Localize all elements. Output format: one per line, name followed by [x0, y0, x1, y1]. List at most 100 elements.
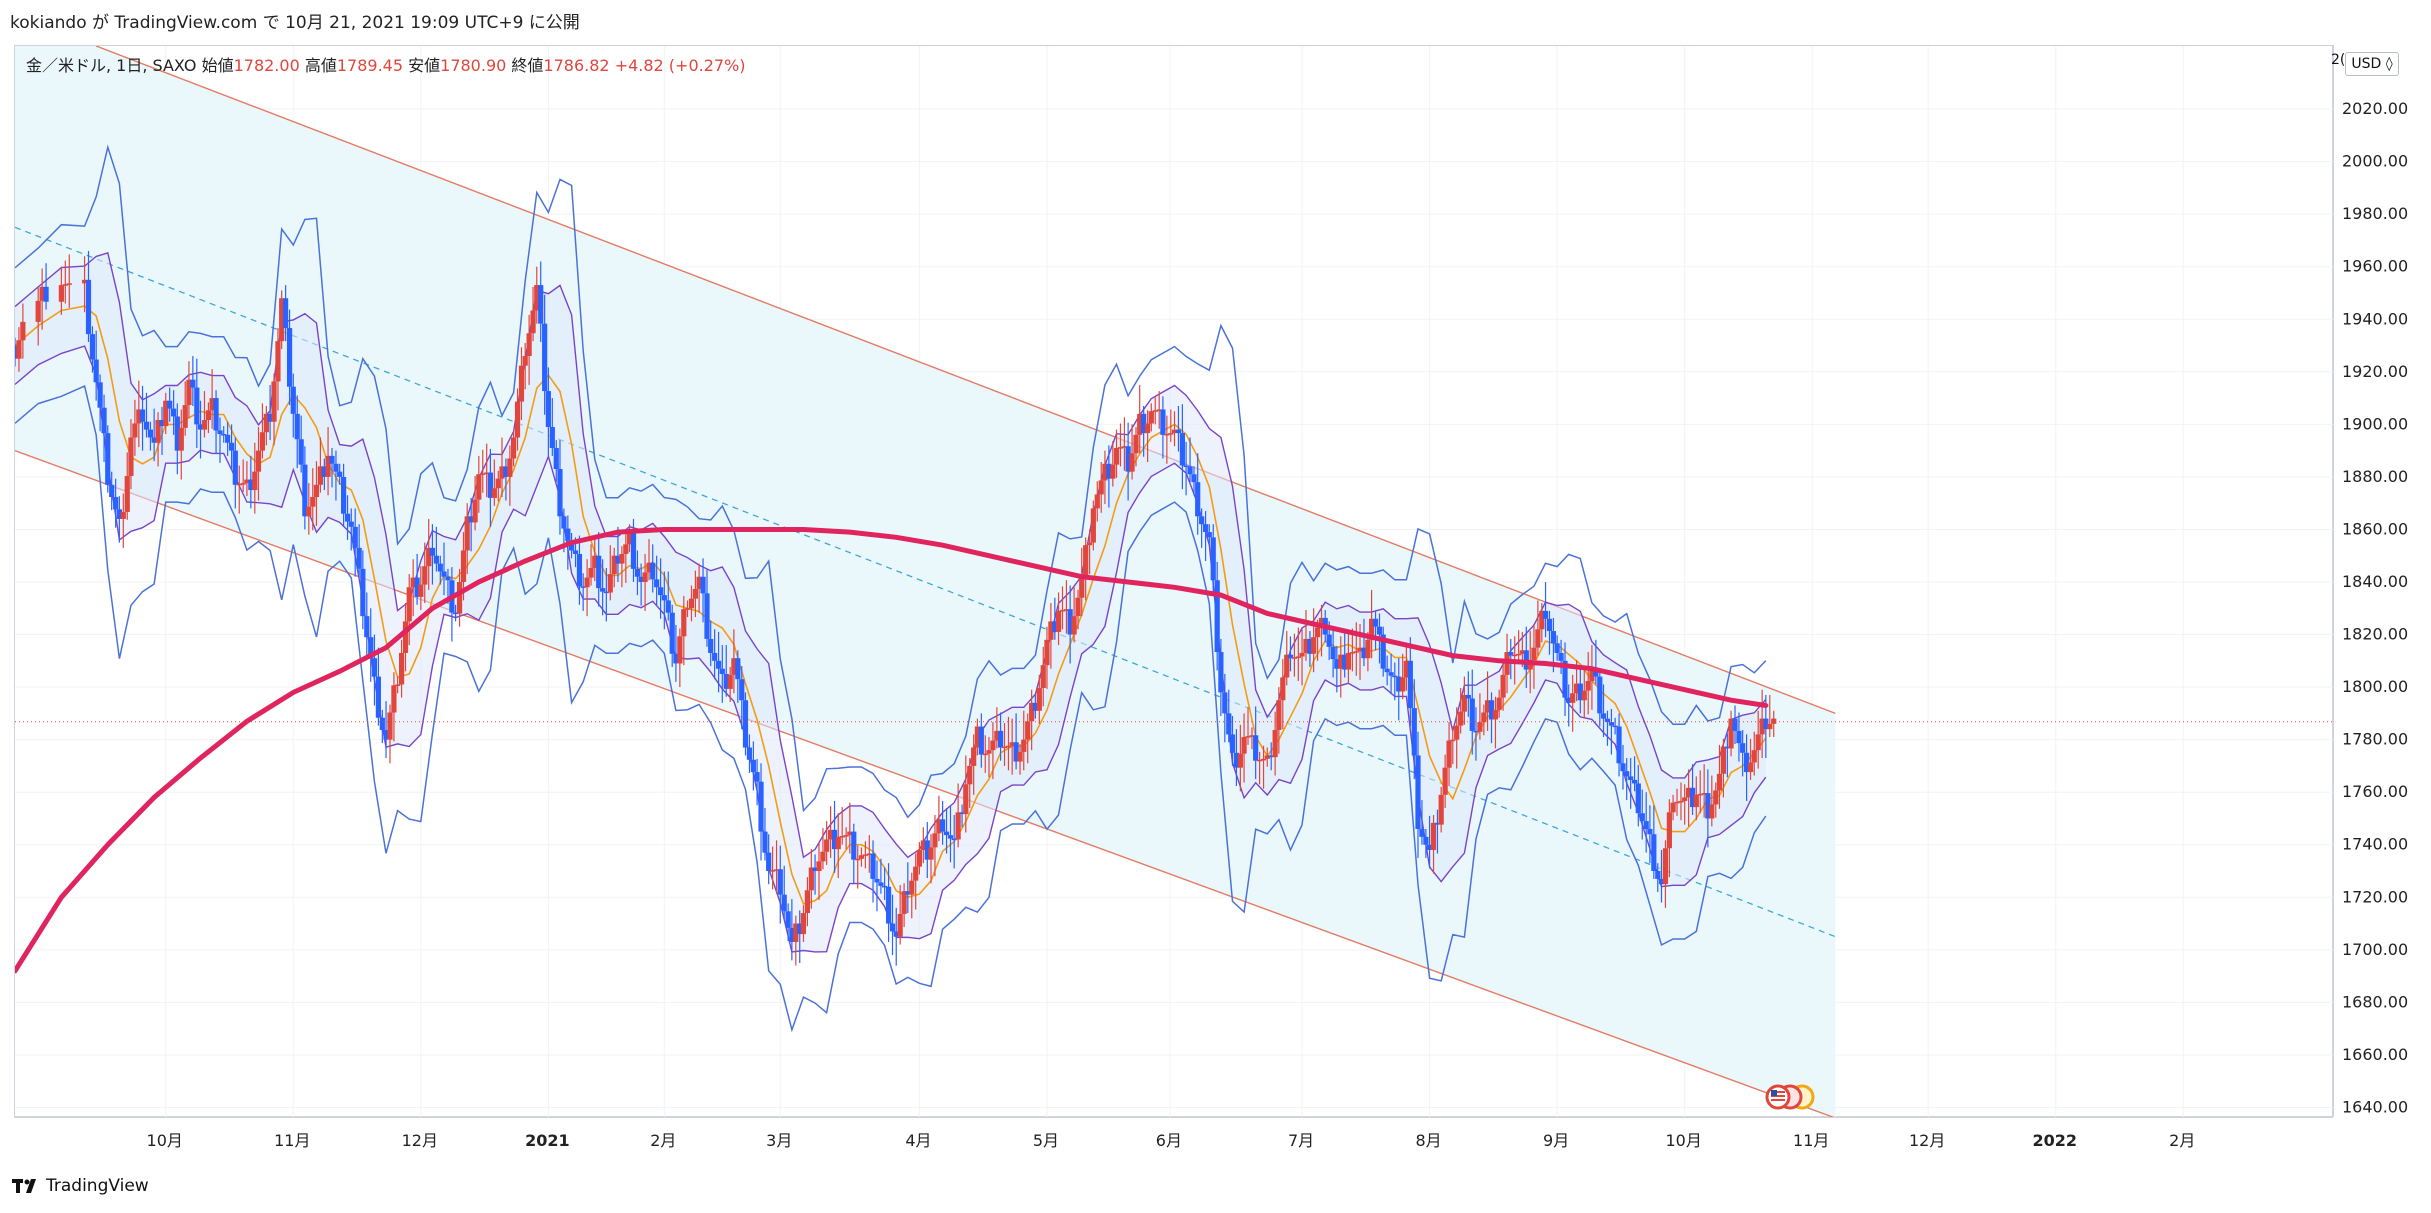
author-name[interactable]: kokiando — [10, 13, 87, 33]
candle-body — [1465, 694, 1471, 699]
candle-body — [538, 285, 544, 324]
candle-body — [862, 854, 868, 856]
price-axis[interactable]: 1640.00 1660.00 1680.00 1700.00 1720.00 1740.… — [2333, 45, 2431, 1117]
candle-body — [1025, 721, 1031, 740]
candle-body — [402, 621, 409, 653]
candle-body — [456, 582, 463, 614]
candle-body — [1233, 752, 1240, 768]
ohlc-legend: 金／米ドル, 1日, SAXO 始値1782.00 高値1789.45 安値17… — [26, 56, 746, 75]
bb-upper-2sigma — [14, 144, 1767, 819]
candle-body — [878, 882, 884, 886]
candle-body — [712, 652, 718, 661]
candle-body — [959, 812, 965, 815]
candle-body — [275, 341, 281, 382]
symbol-label[interactable]: 金／米ドル, 1日, SAXO — [26, 56, 197, 75]
candle-body — [932, 833, 938, 848]
candle-body — [1720, 746, 1727, 774]
low-value: 1780.90 — [440, 56, 507, 75]
candle-body — [1655, 871, 1661, 879]
price-tick-label: 1780.00 — [2342, 730, 2408, 749]
candles — [12, 250, 1777, 966]
candle-body — [1330, 646, 1336, 660]
candle-body — [190, 379, 196, 388]
candle-body — [1709, 804, 1715, 819]
time-axis[interactable]: 10月 11月 12月 2021 2月 3月 4月 5月 6月 7月 8月 9月 10月 11月 12月 20… — [14, 1117, 2333, 1161]
candle-body — [974, 726, 980, 748]
publish-datetime: 10月 21, 2021 19:09 UTC+9 — [285, 13, 524, 33]
candle-body — [982, 753, 988, 756]
candle-body — [1148, 411, 1154, 424]
candle-body — [410, 577, 416, 588]
candle-body — [1071, 616, 1077, 635]
candle-body — [1593, 668, 1599, 677]
candle-body — [1577, 683, 1583, 701]
candle-body — [688, 598, 695, 609]
currency-button[interactable]: USD ◊ — [2345, 52, 2399, 76]
candle-body — [120, 511, 126, 519]
candle-body — [719, 668, 725, 674]
candle-body — [480, 473, 486, 475]
time-tick-label: 8月 — [1415, 1131, 1441, 1150]
candle-body — [151, 437, 157, 443]
candle-body — [839, 835, 845, 838]
price-tick-label: 1660.00 — [2342, 1045, 2408, 1064]
candle-body — [909, 880, 915, 895]
candle-body — [1098, 480, 1104, 495]
price-chart[interactable] — [12, 14, 2334, 1119]
candle-body — [963, 784, 969, 815]
candle-body — [1546, 618, 1553, 632]
candle-body — [1280, 677, 1286, 701]
candle-body — [1268, 755, 1274, 758]
candle-body — [1461, 694, 1467, 712]
candle-body — [1639, 813, 1645, 822]
candle-body — [967, 765, 973, 785]
candle-body — [85, 279, 92, 335]
candle-body — [1542, 610, 1549, 619]
high-value: 1789.45 — [336, 56, 404, 75]
candle-body — [97, 382, 103, 408]
candle-body — [1492, 709, 1499, 720]
candle-body — [310, 497, 316, 507]
candle-body — [1581, 690, 1587, 701]
time-tick-label: 6月 — [1156, 1131, 1182, 1150]
candle-body — [1747, 762, 1754, 773]
candle-body — [781, 894, 787, 912]
candle-body — [1446, 740, 1452, 768]
candle-body — [1218, 652, 1224, 693]
candle-body — [1396, 676, 1402, 692]
candle-body — [89, 334, 96, 360]
candle-body — [1771, 718, 1777, 724]
candle-body — [603, 591, 609, 594]
price-tick-label: 1640.00 — [2342, 1097, 2408, 1116]
candle-body — [58, 285, 64, 302]
candle-body — [12, 345, 18, 359]
candle-body — [321, 466, 327, 477]
events-icon[interactable] — [1764, 1083, 1824, 1111]
candle-body — [1260, 758, 1267, 761]
candle-body — [1484, 700, 1491, 713]
chart-pane[interactable] — [12, 14, 2334, 1119]
candle-body — [1662, 848, 1669, 885]
site-name[interactable]: TradingView.com — [114, 13, 258, 33]
candle-body — [684, 608, 691, 610]
candle-body — [596, 555, 602, 589]
price-axis-labels: 1640.00 1660.00 1680.00 1700.00 1720.00 1740.… — [2342, 99, 2408, 1116]
price-tick-label: 1880.00 — [2342, 467, 2408, 486]
candle-body — [1175, 429, 1182, 434]
candle-body — [762, 831, 768, 853]
candle-body — [201, 419, 208, 430]
candle-body — [619, 553, 625, 564]
candle-body — [279, 298, 285, 342]
candle-body — [1052, 621, 1058, 632]
candle-body — [1137, 413, 1143, 435]
candle-body — [1678, 800, 1684, 803]
footer-brand[interactable]: TradingView — [12, 1176, 149, 1196]
candle-body — [936, 819, 942, 834]
candle-body — [1674, 801, 1680, 804]
candle-body — [1477, 722, 1483, 732]
candle-body — [395, 684, 401, 686]
candle-body — [325, 455, 331, 477]
candle-body — [600, 588, 606, 592]
price-tick-label: 1800.00 — [2342, 677, 2408, 696]
candle-body — [650, 562, 656, 580]
